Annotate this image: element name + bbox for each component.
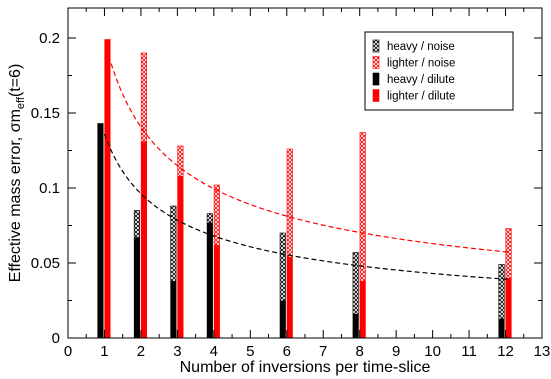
heavy-dilute-bar-x1	[97, 123, 104, 338]
legend-label: heavy / dilute	[387, 74, 455, 86]
heavy-fit-curve	[103, 133, 510, 280]
y-tick-label: 0.2	[39, 30, 60, 47]
y-tick-label: 0	[52, 330, 60, 347]
lighter-dilute-bar-x12	[505, 278, 512, 338]
legend-label: heavy / noise	[387, 41, 455, 53]
heavy-dilute-bar-x4	[207, 222, 213, 338]
x-tick-label: 3	[173, 343, 181, 360]
y-tick-label: 0.15	[31, 105, 60, 122]
lighter-dilute-bar-x1	[104, 39, 111, 338]
lighter-dilute-bar-x2	[141, 141, 147, 338]
y-axis-label: Effective mass error, σmeff(t=6)	[7, 64, 27, 283]
legend-box	[364, 31, 514, 111]
x-tick-label: 7	[319, 343, 327, 360]
x-tick-label: 12	[497, 343, 514, 360]
heavy-dilute-bar-x3	[170, 281, 177, 338]
lighter-dilute-bar-x3	[177, 176, 184, 338]
x-tick-label: 1	[100, 343, 108, 360]
x-tick-label: 13	[534, 343, 551, 360]
y-axis-label-tail: (t=6)	[7, 64, 24, 97]
x-tick-label: 11	[461, 343, 477, 360]
heavy-dilute-bar-x2	[134, 237, 140, 338]
lighter-dilute-bar-x8	[359, 281, 366, 338]
legend-label: lighter / dilute	[387, 91, 455, 103]
y-tick-label: 0.05	[31, 255, 60, 272]
legend-swatch	[372, 72, 380, 86]
legend-swatch	[372, 39, 380, 53]
fit-curves-group	[103, 55, 510, 280]
x-tick-label: 4	[210, 343, 218, 360]
x-tick-label: 8	[356, 343, 364, 360]
x-tick-label: 2	[137, 343, 145, 360]
heavy-dilute-bar-x6	[280, 300, 286, 338]
lighter-dilute-bar-x6	[287, 257, 293, 338]
legend: heavy / noise lighter / noise heavy / dilu…	[364, 31, 514, 111]
x-tick-label: 0	[64, 343, 72, 360]
lighter-dilute-bar-x4	[214, 245, 220, 338]
x-tick-label: 6	[283, 343, 291, 360]
y-tick-label: 0.1	[39, 180, 60, 197]
legend-swatch	[372, 89, 380, 102]
legend-label: lighter / noise	[387, 58, 455, 70]
x-tick-label: 5	[246, 343, 254, 360]
y-axis-label-main: Effective mass error, σm	[7, 109, 24, 282]
bars-group	[97, 39, 512, 339]
legend-swatch	[372, 56, 380, 69]
x-tick-label: 9	[392, 343, 400, 360]
heavy-dilute-bar-x12	[498, 318, 505, 338]
lighter-fit-curve	[108, 55, 510, 253]
x-tick-label: 10	[424, 343, 441, 360]
heavy-dilute-bar-x8	[352, 314, 359, 338]
y-axis-label-subscript: eff	[15, 96, 27, 109]
x-axis-label: Number of inversions per time-slice	[180, 359, 431, 376]
